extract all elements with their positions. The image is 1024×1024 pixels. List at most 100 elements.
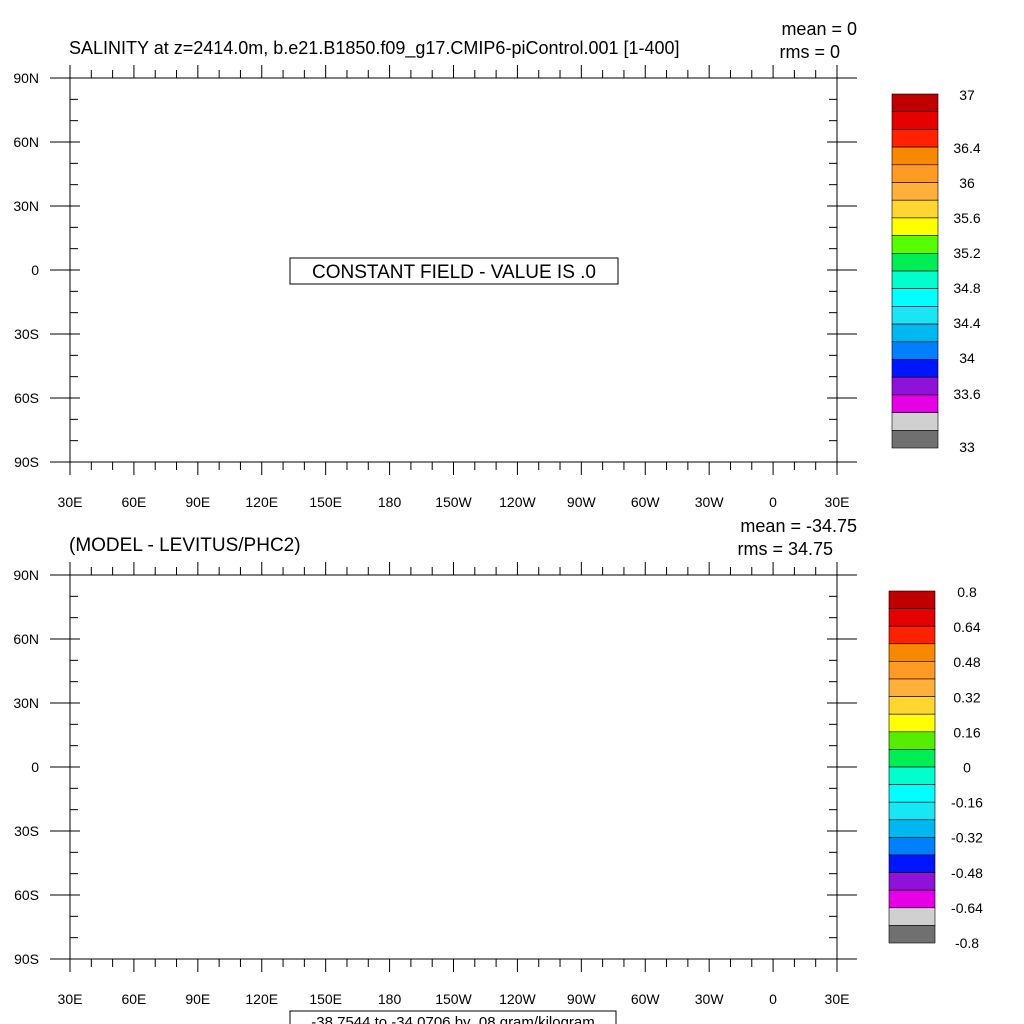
colorbar-swatch xyxy=(888,889,936,909)
lon-tick-label: 150W xyxy=(435,494,472,510)
colorbar-swatch xyxy=(888,801,936,821)
colorbar-swatch xyxy=(891,93,939,113)
lon-tick-label: 120E xyxy=(245,991,278,1007)
colorbar-swatch xyxy=(888,819,936,838)
colorbar: 0.8 0.64 0.48 0.32 0.16 0 -0.16 -0.32 -0.48 -0.64… xyxy=(888,584,983,951)
lon-tick-label: 90E xyxy=(185,991,210,1007)
annotation-text: CONSTANT FIELD - VALUE IS .0 xyxy=(312,262,596,283)
lon-tick-label: 120W xyxy=(499,991,536,1007)
lat-tick-label: 60S xyxy=(14,887,39,903)
colorbar-label: -0.64 xyxy=(951,900,983,916)
colorbar-label: 0.48 xyxy=(953,654,980,670)
lon-tick-label: 150E xyxy=(309,494,342,510)
colorbar-swatch xyxy=(888,784,936,803)
colorbar-label: 33.6 xyxy=(953,386,980,402)
lon-tick-label: 30E xyxy=(58,991,83,1007)
lon-tick-label: 60W xyxy=(631,991,661,1007)
rms-stat: rms = 0 xyxy=(779,42,840,62)
colorbar-label: 34.8 xyxy=(953,280,980,296)
colorbar-swatch xyxy=(891,111,939,130)
lon-tick-label: 60E xyxy=(121,991,146,1007)
panel-salinity: SALINITY at z=2414.0m, b.e21.B1850.f09_g… xyxy=(13,19,981,510)
contour-info-frame xyxy=(289,1010,617,1024)
longitude-tick-labels: 30E 60E 90E 120E 150E 180 150W 120W 90W 60W 30W 0 30… xyxy=(58,991,850,1007)
colorbar-label: 35.2 xyxy=(953,245,980,261)
lon-tick-label: 0 xyxy=(769,494,777,510)
colorbar-swatch xyxy=(888,608,936,627)
colorbar-swatch xyxy=(888,661,936,680)
lon-tick-label: 60E xyxy=(121,494,146,510)
lat-tick-label: 30N xyxy=(13,695,39,711)
lat-tick-label: 0 xyxy=(31,759,39,775)
lon-tick-label: 0 xyxy=(769,991,777,1007)
annotation-box xyxy=(289,257,619,285)
lon-tick-label: 30W xyxy=(695,494,725,510)
colorbar-label: 35.6 xyxy=(953,210,980,226)
contour-info-box: -38.7544 to -34.0706 by .08 gram/kilogra… xyxy=(289,1010,617,1024)
colorbar-label: 0.16 xyxy=(953,724,980,740)
colorbar-swatch xyxy=(891,164,939,183)
lon-tick-label: 120E xyxy=(245,494,278,510)
lat-tick-label: 0 xyxy=(31,262,39,278)
colorbar-swatch xyxy=(888,696,936,715)
lon-tick-label: 90W xyxy=(567,991,597,1007)
lon-tick-label: 120W xyxy=(499,494,536,510)
contour-info-text: -38.7544 to -34.0706 by .08 gram/kilogra… xyxy=(311,1014,595,1024)
lon-tick-label: 60W xyxy=(631,494,661,510)
colorbar-swatch xyxy=(891,412,939,431)
lon-tick-label: 180 xyxy=(378,494,402,510)
colorbar: 37 36.4 36 35.6 35.2 34.8 34.4 34 33.6 33 xyxy=(891,87,981,455)
rms-stat: rms = 34.75 xyxy=(737,539,833,559)
colorbar-swatch xyxy=(891,306,939,325)
colorbar-swatch xyxy=(891,129,939,148)
lon-tick-label: 30W xyxy=(695,991,725,1007)
colorbar-label: 0.8 xyxy=(957,584,977,600)
panel-difference: (MODEL - LEVITUS/PHC2) mean = -34.75 rms… xyxy=(13,516,983,1024)
lon-tick-label: 150E xyxy=(309,991,342,1007)
colorbar-label: 34 xyxy=(959,350,975,366)
colorbar-swatch xyxy=(891,376,939,396)
colorbar-swatch xyxy=(891,394,939,413)
lon-tick-label: 90W xyxy=(567,494,597,510)
lat-tick-label: 60S xyxy=(14,390,39,406)
lon-tick-label: 150W xyxy=(435,991,472,1007)
lat-tick-label: 60N xyxy=(13,631,39,647)
lon-tick-label: 30E xyxy=(825,991,850,1007)
colorbar-swatch xyxy=(891,270,939,290)
longitude-tick-labels: 30E 60E 90E 120E 150E 180 150W 120W 90W 60W 30W 0 30… xyxy=(58,494,850,510)
colorbar-swatch xyxy=(891,217,939,236)
colorbar-swatch xyxy=(888,590,936,609)
colorbar-swatch xyxy=(888,625,936,645)
colorbar-swatch xyxy=(888,749,936,768)
colorbar-label: 33 xyxy=(959,439,975,455)
colorbar-swatch xyxy=(891,323,939,343)
lon-tick-label: 30E xyxy=(825,494,850,510)
panel-title: SALINITY at z=2414.0m, b.e21.B1850.f09_g… xyxy=(69,38,680,59)
colorbar-label: -0.8 xyxy=(955,935,979,951)
lat-tick-label: 90S xyxy=(14,454,39,470)
lat-tick-label: 90N xyxy=(13,70,39,86)
colorbar-swatch xyxy=(891,253,939,272)
colorbar-swatch xyxy=(888,925,936,944)
colorbar-swatch xyxy=(888,766,936,785)
colorbar-swatch xyxy=(888,907,936,926)
colorbar-swatch xyxy=(888,713,936,733)
mean-stat: mean = -34.75 xyxy=(740,516,857,536)
colorbar-swatch xyxy=(891,146,939,166)
colorbar-label: -0.16 xyxy=(951,795,983,811)
colorbar-swatch xyxy=(891,199,939,219)
colorbar-label: 36.4 xyxy=(953,140,980,156)
colorbar-label: 0.64 xyxy=(953,619,980,635)
mean-stat: mean = 0 xyxy=(781,19,857,39)
colorbar-swatch xyxy=(888,731,936,750)
colorbar-label: 0 xyxy=(963,760,971,776)
lat-tick-label: 90S xyxy=(14,951,39,967)
latitude-tick-labels: 90N 60N 30N 0 30S 60S 90S xyxy=(13,567,39,967)
colorbar-swatch xyxy=(891,359,939,378)
colorbar-swatch xyxy=(888,678,936,697)
map-frame xyxy=(50,65,857,475)
lat-tick-label: 90N xyxy=(13,567,39,583)
panel-title: (MODEL - LEVITUS/PHC2) xyxy=(69,535,301,556)
colorbar-swatch xyxy=(888,643,936,662)
lon-tick-label: 90E xyxy=(185,494,210,510)
